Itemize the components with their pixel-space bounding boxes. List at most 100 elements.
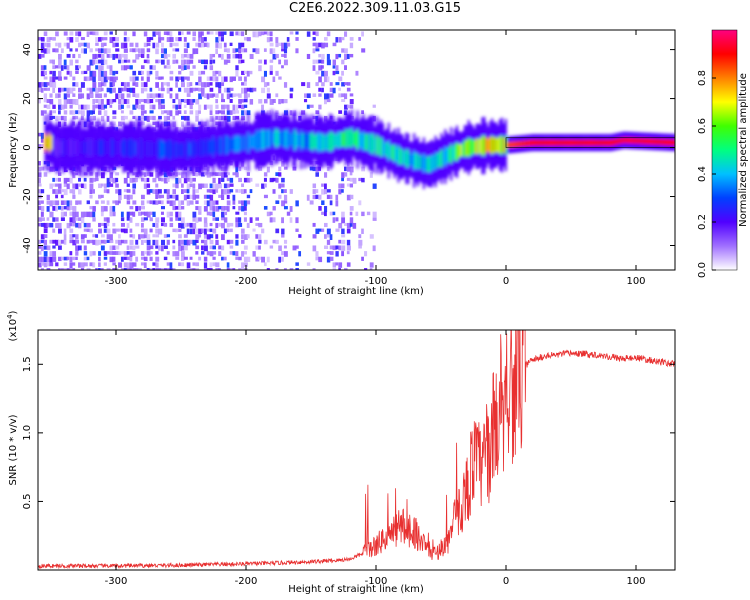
- heatmap-cell: [321, 228, 325, 232]
- heatmap-cell: [160, 200, 164, 205]
- heatmap-cell: [223, 228, 227, 234]
- heatmap-cell: [100, 245, 105, 251]
- heatmap-cell: [241, 59, 245, 64]
- heatmap-cell: [92, 76, 96, 83]
- heatmap-cell: [283, 48, 288, 54]
- heatmap-cell: [181, 262, 185, 267]
- heatmap-cell: [221, 234, 225, 241]
- heatmap-cell: [72, 256, 75, 261]
- heatmap-cell: [132, 268, 136, 270]
- heatmap-cell: [241, 251, 245, 257]
- ridge-core: [522, 140, 525, 147]
- heatmap-cell: [243, 76, 247, 82]
- heatmap-cell: [118, 104, 122, 110]
- ridge-core: [173, 139, 176, 160]
- heatmap-cell: [361, 228, 364, 234]
- heatmap-cell: [332, 115, 336, 122]
- heatmap-cell: [129, 256, 133, 262]
- heatmap-cell: [215, 70, 219, 75]
- heatmap-cell: [358, 245, 362, 249]
- heatmap-cell: [115, 42, 119, 47]
- heatmap-cell: [38, 37, 42, 41]
- heatmap-cell: [89, 110, 94, 115]
- heatmap-cell: [275, 110, 279, 115]
- heatmap-cell: [218, 268, 221, 270]
- heatmap-cell: [92, 59, 96, 65]
- heatmap-cell: [52, 183, 57, 187]
- heatmap-cell: [192, 177, 196, 182]
- heatmap-cell: [252, 31, 256, 38]
- heatmap-cell: [123, 262, 128, 268]
- heatmap-cell: [278, 256, 281, 263]
- ridge-core: [588, 139, 591, 146]
- heatmap-cell: [332, 42, 337, 47]
- ridge-core: [307, 132, 310, 151]
- heatmap-cell: [369, 262, 374, 268]
- heatmap-cell: [206, 200, 211, 207]
- heatmap-cell: [106, 53, 111, 58]
- heatmap-cell: [120, 217, 125, 222]
- heatmap-cell: [138, 53, 142, 58]
- heatmap-cell: [72, 194, 76, 199]
- heatmap-cell: [40, 132, 44, 139]
- heatmap-cell: [175, 37, 178, 42]
- heatmap-cell: [40, 166, 45, 171]
- ridge-core: [485, 137, 488, 154]
- heatmap-cell: [146, 239, 151, 246]
- heatmap-cell: [181, 251, 185, 257]
- heatmap-cell: [63, 211, 67, 217]
- heatmap-cell: [109, 87, 113, 94]
- ridge-core: [524, 140, 527, 147]
- heatmap-cell: [46, 37, 51, 43]
- heatmap-cell: [243, 200, 248, 207]
- ridge-core: [452, 146, 455, 160]
- heatmap-cell: [69, 59, 73, 66]
- heatmap-cell: [344, 166, 347, 172]
- heatmap-cell: [89, 59, 94, 66]
- ridge-core: [424, 156, 427, 171]
- heatmap-cell: [75, 65, 80, 71]
- heatmap-cell: [232, 194, 236, 201]
- heatmap-cell: [160, 245, 164, 252]
- heatmap-cell: [98, 99, 102, 105]
- heatmap-cell: [72, 189, 76, 195]
- heatmap-cell: [43, 42, 47, 47]
- heatmap-cell: [89, 70, 94, 77]
- heatmap-cell: [38, 189, 43, 194]
- heatmap-cell: [283, 245, 287, 249]
- heatmap-cell: [69, 37, 74, 43]
- heatmap-cell: [324, 37, 328, 41]
- heatmap-cell: [112, 37, 116, 42]
- heatmap-cell: [206, 31, 210, 35]
- heatmap-cell: [283, 189, 287, 193]
- ridge-core: [153, 142, 156, 156]
- heatmap-cell: [75, 70, 79, 74]
- heatmap-cell: [269, 70, 273, 75]
- heatmap-cell: [192, 211, 197, 218]
- heatmap-cell: [229, 121, 234, 126]
- heatmap-cell: [146, 53, 150, 59]
- heatmap-cell: [255, 31, 259, 38]
- ridge-core: [461, 142, 464, 157]
- heatmap-cell: [58, 65, 61, 69]
- heatmap-cell: [183, 65, 187, 70]
- ridge-core: [483, 135, 486, 156]
- heatmap-cell: [69, 234, 74, 240]
- heatmap-cell: [49, 110, 53, 116]
- heatmap-cell: [106, 115, 110, 122]
- heatmap-cell: [43, 31, 48, 37]
- heatmap-cell: [40, 42, 45, 49]
- ridge-core: [563, 139, 566, 146]
- heatmap-cell: [158, 194, 162, 199]
- heatmap-cell: [86, 42, 90, 49]
- heatmap-cell: [100, 70, 104, 77]
- heatmap-cell: [186, 268, 190, 270]
- spectrogram-x-label: Height of straight line (km): [288, 286, 424, 297]
- heatmap-cell: [132, 245, 136, 251]
- heatmap-cell: [329, 234, 333, 241]
- heatmap-cell: [163, 121, 168, 127]
- heatmap-cell: [232, 251, 236, 256]
- heatmap-cell: [43, 104, 48, 108]
- heatmap-cell: [218, 37, 222, 42]
- heatmap-cell: [258, 166, 263, 171]
